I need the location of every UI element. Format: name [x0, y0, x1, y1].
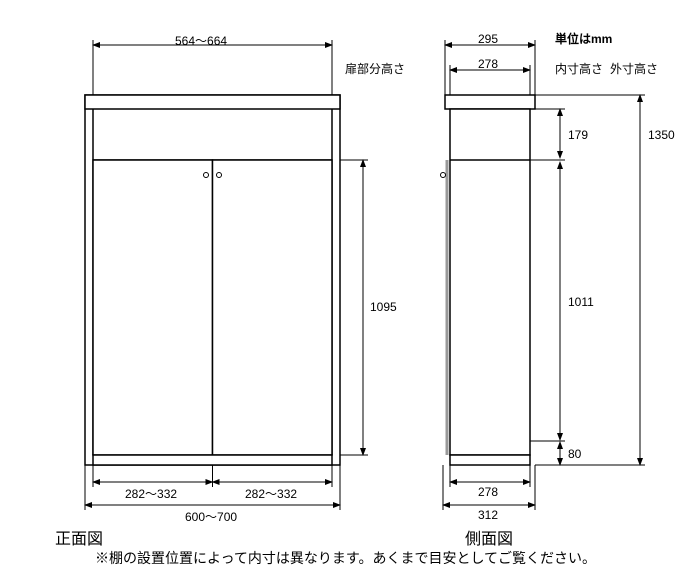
door-height-value: 1095: [370, 300, 397, 314]
outer-height-label: 外寸高さ: [610, 60, 658, 77]
front-total-width-value: 600～700: [185, 508, 237, 525]
side-bottom-outer-value: 312: [478, 508, 498, 522]
inner-height-label: 内寸高さ: [555, 60, 603, 77]
diagram-container: 単位はmm 564～664 扉部分高さ 1095 295 278 内寸高さ 外寸…: [0, 0, 700, 571]
footnote-text: ※棚の設置位置によって内寸は異なります。あくまで目安としてご覧ください。: [95, 548, 596, 568]
side-total-height-value: 1350: [648, 128, 675, 142]
side-view-title: 側面図: [465, 525, 513, 549]
front-bottom-right-value: 282～332: [245, 485, 297, 502]
diagram-svg: [0, 0, 700, 571]
side-top-outer-value: 295: [478, 32, 498, 46]
side-inner-main-value: 1011: [568, 295, 594, 309]
side-base-height-value: 80: [568, 447, 581, 461]
door-height-label: 扉部分高さ: [345, 60, 405, 77]
side-bottom-inner-value: 278: [478, 485, 498, 499]
side-top-inner-value: 278: [478, 57, 498, 71]
front-bottom-left-value: 282～332: [125, 485, 177, 502]
front-top-width-value: 564～664: [175, 32, 227, 49]
front-view-title: 正面図: [55, 525, 103, 549]
side-shelf-gap-value: 179: [568, 128, 588, 142]
units-label: 単位はmm: [555, 30, 612, 47]
